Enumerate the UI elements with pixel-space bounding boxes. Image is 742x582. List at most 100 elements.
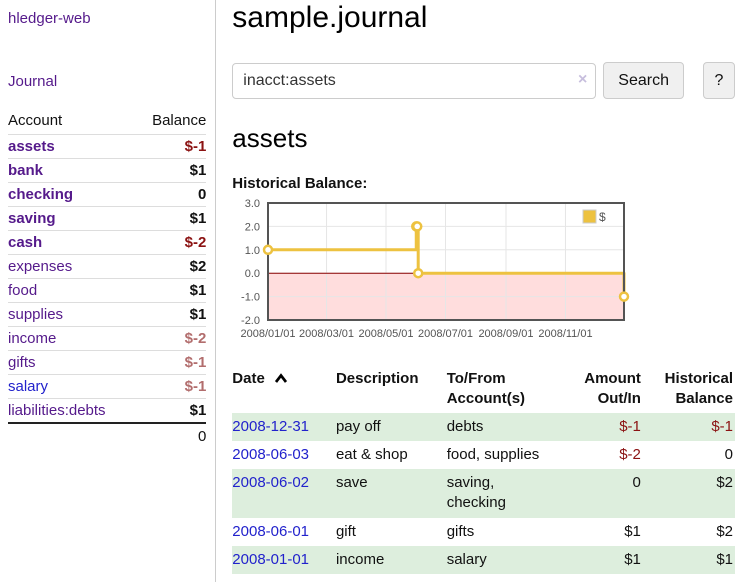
transaction-balance: $2 (716, 522, 733, 540)
search-row: × Search ? (232, 62, 735, 99)
accounts-header-balance: Balance (135, 109, 207, 135)
register-body: 2008-12-31 pay off debts $-1 $-1 2008-06-03 ea… (232, 412, 735, 574)
transaction-date: 2008-12-31 (232, 413, 336, 441)
nav-journal-link[interactable]: Journal (8, 73, 58, 90)
transaction-date: 2008-06-02 (232, 469, 336, 518)
transaction-amount: 0 (632, 474, 641, 491)
account-row: gifts $-1 (8, 350, 207, 375)
transaction-description: eat & shop (335, 445, 408, 463)
transaction-date-link[interactable]: 2008-12-31 (232, 417, 310, 435)
account-link[interactable]: gifts (8, 354, 36, 371)
chart-title: Historical Balance: (232, 175, 368, 192)
transaction-balance: 0 (724, 445, 733, 463)
transaction-amount: $-1 (619, 417, 641, 435)
transaction-balance: $2 (716, 474, 733, 491)
register-col-description: Description (335, 370, 419, 387)
account-balance: $2 (135, 254, 207, 279)
transaction-row: 2008-06-02 save saving, checking 0 $2 (232, 469, 735, 518)
account-heading: assets (232, 123, 308, 153)
clear-search-icon[interactable]: × (577, 70, 588, 88)
register-col-balance: Historical Balance (664, 370, 733, 408)
transaction-date-link[interactable]: 2008-06-01 (232, 522, 310, 540)
register-col-date[interactable]: Date (232, 365, 336, 413)
svg-text:2008/07/01: 2008/07/01 (418, 328, 473, 340)
transaction-date-link[interactable]: 2008-06-03 (232, 445, 310, 463)
transaction-date: 2008-01-01 (232, 546, 336, 574)
transaction-row: 2008-12-31 pay off debts $-1 $-1 (232, 412, 735, 441)
account-link[interactable]: expenses (8, 258, 73, 275)
search-button[interactable]: Search (603, 62, 684, 99)
account-link[interactable]: salary (8, 378, 49, 395)
svg-text:2008/03/01: 2008/03/01 (299, 328, 354, 340)
transaction-date: 2008-06-03 (232, 441, 336, 469)
account-link[interactable]: checking (8, 186, 74, 203)
accounts-header-account: Account (8, 109, 136, 135)
transaction-description: gift (335, 522, 356, 540)
account-row: checking 0 (8, 182, 207, 207)
account-link[interactable]: supplies (8, 306, 64, 323)
account-link[interactable]: saving (8, 210, 56, 227)
svg-text:3.0: 3.0 (245, 198, 260, 210)
transaction-row: 2008-01-01 income salary $1 $1 (232, 545, 735, 574)
search-box: × (232, 62, 597, 99)
account-balance: $-1 (135, 134, 207, 159)
account-balance: $-2 (135, 230, 207, 255)
transaction-amount: $1 (624, 522, 641, 540)
transaction-description: save (335, 474, 368, 491)
register-col-accounts: To/From Account(s) (446, 370, 526, 408)
account-row: food $1 (8, 278, 207, 303)
transaction-accounts: food, supplies (446, 445, 540, 463)
account-row: saving $1 (8, 206, 207, 231)
account-row: bank $1 (8, 158, 207, 183)
account-row: expenses $2 (8, 254, 207, 279)
account-link[interactable]: liabilities:debts (8, 402, 106, 419)
account-balance: $1 (135, 206, 207, 231)
historical-balance-chart: $3.0 2.0 1.0 0.0 -1.0 -2.0 2008/01/01 2008/03/0… (232, 197, 735, 353)
svg-text:1.0: 1.0 (245, 245, 260, 257)
svg-text:2008/09/01: 2008/09/01 (479, 328, 534, 340)
search-input[interactable] (232, 62, 597, 99)
svg-text:2008/01/01: 2008/01/01 (241, 328, 296, 340)
account-link[interactable]: food (8, 282, 38, 299)
account-link[interactable]: assets (8, 138, 55, 155)
transaction-description: income (335, 550, 385, 568)
transaction-balance: $-1 (711, 417, 733, 435)
accounts-table: Account Balance assets $-1 bank $1 checking 0… (8, 109, 207, 449)
account-balance: 0 (135, 182, 207, 207)
svg-text:$: $ (599, 210, 606, 224)
account-link[interactable]: bank (8, 162, 44, 179)
transaction-row: 2008-06-03 eat & shop food, supplies $-2 0 (232, 441, 735, 469)
register-header-row: Date Description To/From Account(s) Amount O… (232, 365, 735, 413)
account-balance: $1 (135, 158, 207, 183)
transaction-date-link[interactable]: 2008-01-01 (232, 550, 310, 568)
account-link[interactable]: income (8, 330, 57, 347)
transaction-date-link[interactable]: 2008-06-02 (232, 474, 310, 491)
transaction-accounts: salary (446, 550, 487, 568)
app-title: hledger-web (8, 10, 206, 27)
account-balance: $-1 (135, 374, 207, 399)
register-col-amount: Amount Out/In (584, 370, 641, 408)
account-row: supplies $1 (8, 302, 207, 327)
accounts-total-row: 0 (8, 422, 207, 449)
svg-text:2.0: 2.0 (245, 221, 260, 233)
accounts-total-spacer (8, 422, 136, 449)
account-balance: $-1 (135, 350, 207, 375)
account-row: assets $-1 (8, 134, 207, 159)
account-balance: $-2 (135, 326, 207, 351)
account-link[interactable]: cash (8, 234, 43, 251)
svg-text:-1.0: -1.0 (241, 292, 260, 304)
account-row: salary $-1 (8, 374, 207, 399)
transaction-row: 2008-06-01 gift gifts $1 $2 (232, 518, 735, 546)
svg-text:2008/05/01: 2008/05/01 (359, 328, 414, 340)
svg-text:2008/11/01: 2008/11/01 (539, 328, 593, 340)
sidebar: hledger-web Journal Account Balance asse… (0, 0, 217, 582)
transaction-accounts: gifts (446, 522, 475, 540)
transaction-amount: $1 (624, 550, 641, 568)
transaction-accounts: saving, checking (446, 474, 506, 512)
app-title-link[interactable]: hledger-web (8, 10, 91, 27)
account-balance: $1 (189, 402, 207, 419)
help-button[interactable]: ? (703, 62, 735, 99)
svg-text:0.0: 0.0 (245, 268, 260, 280)
sidebar-nav: Journal (8, 73, 206, 90)
